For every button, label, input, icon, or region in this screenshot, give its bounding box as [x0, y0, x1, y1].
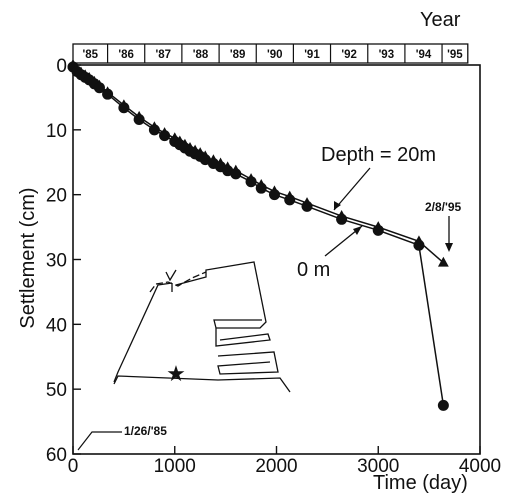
year-label: '87: [156, 49, 172, 61]
year-label: '91: [304, 49, 320, 61]
zero-m-arrowhead: [353, 226, 362, 235]
y-tick-label: 20: [46, 186, 67, 207]
year-strip: '85 '86 '87 '88 '89 '90 '91 '92 '93 '94 '95: [72, 43, 469, 64]
x-tick-label: 3000: [357, 456, 399, 477]
inset-map-outline-left: [113, 282, 173, 383]
x-axis-ticks: 0 1000 2000 3000 4000: [68, 446, 501, 477]
year-label: '95: [447, 49, 463, 61]
year-label: '94: [416, 49, 432, 61]
depth-20m-arrow: [333, 167, 371, 211]
depth-0m-point: [245, 176, 257, 188]
year-label: '90: [267, 49, 283, 61]
depth-0m-point: [255, 182, 267, 194]
depth-0m-point: [199, 154, 211, 166]
depth-20m-point: [437, 256, 449, 267]
depth-0m-point: [118, 102, 130, 114]
x-tick-label: 1000: [154, 456, 196, 477]
end-date-label: 2/8/'95: [425, 200, 462, 214]
depth-0m-point: [93, 82, 105, 94]
inset-site-map: ★: [113, 261, 291, 393]
annotations: Depth = 20m 0 m 2/8/'95 1/26/'85: [77, 144, 462, 451]
y-tick-label: 50: [46, 380, 67, 401]
depth-20m-label: Depth = 20m: [321, 144, 436, 166]
year-label: '93: [379, 49, 395, 61]
zero-m-label: 0 m: [297, 259, 330, 281]
inset-map-outline-right: [175, 261, 267, 329]
y-axis-title: Settlement (cm): [17, 187, 39, 328]
y-tick-label: 10: [46, 121, 67, 142]
depth-0m-point: [413, 239, 425, 251]
depth-0m-point: [284, 194, 296, 206]
depth-0m-point: [133, 113, 145, 125]
y-tick-label: 40: [46, 315, 67, 336]
inset-location-star: ★: [166, 361, 186, 386]
depth-0m-point: [230, 168, 242, 180]
inset-map-bottom: [113, 375, 291, 393]
start-date-label: 1/26/'85: [124, 424, 167, 438]
year-strip-frame: [72, 43, 469, 64]
year-label: '92: [341, 49, 357, 61]
y-tick-label: 0: [56, 56, 67, 77]
year-label: '89: [230, 49, 246, 61]
x-tick-label: 2000: [255, 456, 297, 477]
series-layer: [67, 59, 449, 411]
depth-0m-point: [159, 130, 171, 142]
y-tick-label: 30: [46, 251, 67, 272]
depth-0m-point: [148, 124, 160, 136]
depth-20m-arrowhead: [334, 201, 341, 210]
inset-map-outline-top: [149, 271, 207, 293]
y-tick-label: 60: [46, 445, 67, 466]
year-label: '86: [118, 49, 134, 61]
y-axis-ticks: 0 10 20 30 40 50 60: [46, 56, 81, 466]
depth-0m-point: [268, 189, 280, 201]
start-date-arrow: [77, 431, 122, 451]
inset-map-pier-lower: [217, 351, 279, 375]
x-tick-label: 4000: [459, 456, 501, 477]
series-line-depth-0m: [72, 66, 445, 406]
plot-frame: [72, 64, 481, 455]
inset-map-pier-upper: [215, 328, 271, 347]
depth-0m-point: [336, 213, 348, 225]
year-axis-title: Year: [420, 9, 461, 31]
depth-0m-point: [301, 200, 313, 212]
depth-0m-point: [372, 224, 384, 236]
end-date-arrowhead: [445, 243, 453, 252]
depth-0m-point: [437, 399, 449, 411]
depth-0m-point: [102, 88, 114, 100]
x-tick-label: 0: [68, 456, 79, 477]
year-label: '88: [193, 49, 209, 61]
x-axis-title: Time (day): [373, 472, 468, 494]
inset-map-crane: [165, 269, 177, 292]
year-label: '85: [83, 49, 99, 61]
